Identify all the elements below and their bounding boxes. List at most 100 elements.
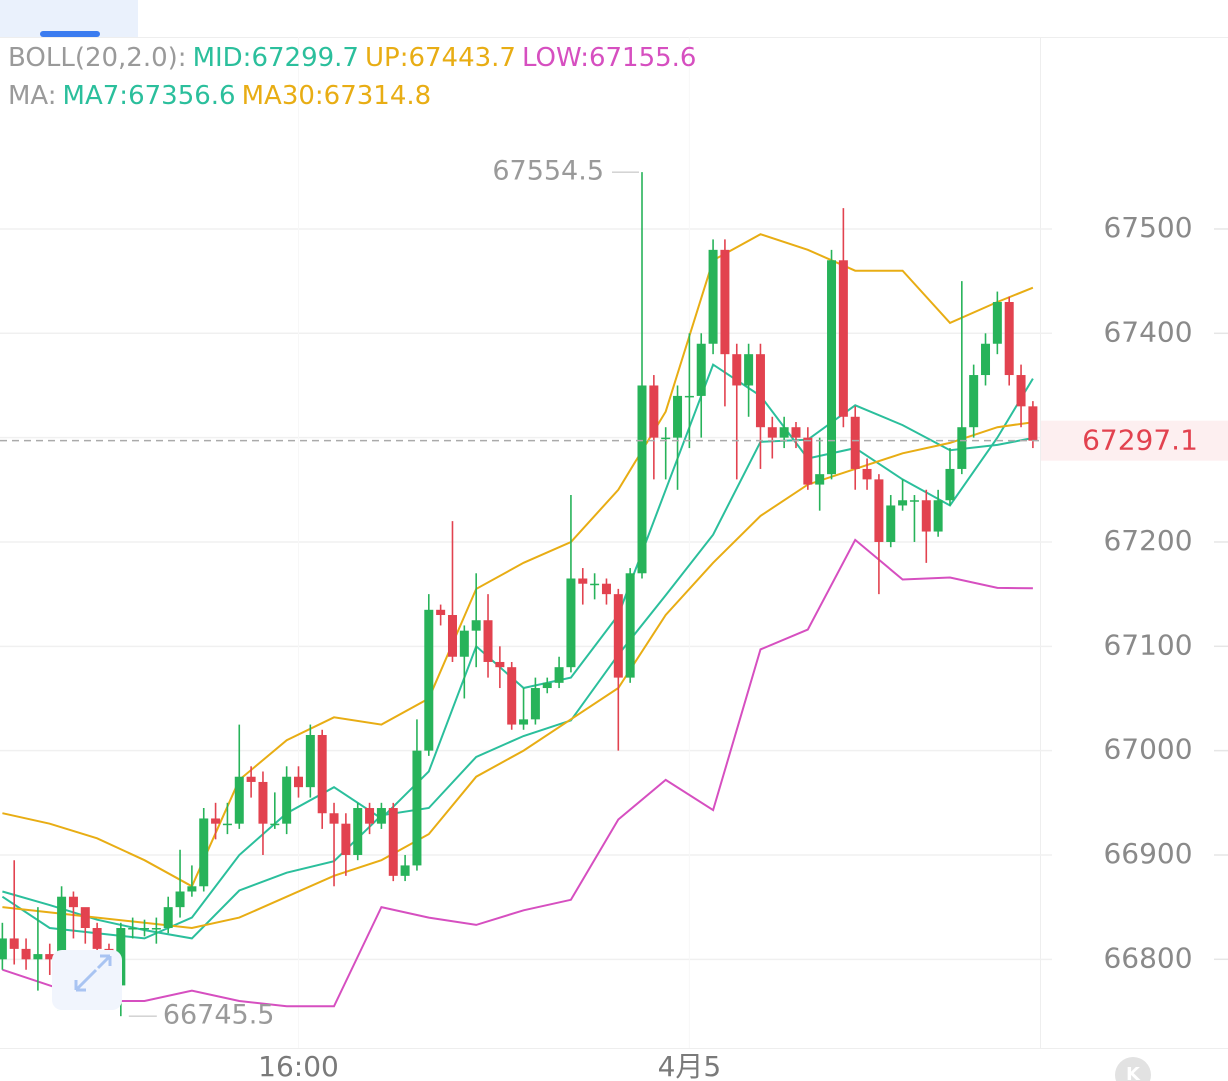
candle-body: [175, 891, 185, 908]
max-label: 67554.5: [492, 156, 604, 187]
candle-body: [791, 427, 801, 438]
candle-body: [578, 578, 588, 584]
candle-body: [708, 249, 718, 344]
candle-body: [412, 750, 422, 866]
candle-body: [530, 688, 540, 720]
min-label: 66745.5: [163, 1000, 275, 1031]
candle-body: [33, 954, 43, 960]
candle-body: [376, 808, 386, 824]
overlay-line: [1, 363, 1034, 940]
candle-body: [554, 667, 564, 683]
candle-body: [21, 948, 31, 960]
tab-area[interactable]: [0, 0, 138, 37]
candle-body: [542, 682, 552, 689]
candle-body: [755, 354, 765, 428]
candle-body: [566, 578, 576, 668]
candle-body: [128, 928, 138, 930]
candle-body: [661, 437, 671, 440]
y-tick-label: 67200: [1103, 524, 1192, 557]
candle-body: [270, 823, 280, 826]
candle-body: [199, 818, 209, 887]
legend-name: MA30:: [242, 81, 324, 111]
candle-body: [862, 468, 872, 480]
tab-indicator: [40, 31, 100, 37]
last-price-tag: [1041, 420, 1228, 461]
candle-body: [459, 630, 469, 657]
candle-body: [909, 500, 919, 502]
x-tick-label: 4月5: [658, 1050, 722, 1081]
candle-body: [234, 776, 244, 824]
candle-body: [649, 385, 659, 438]
y-tick-label: 67000: [1103, 733, 1192, 766]
candle-body: [222, 823, 232, 826]
last-price-label: 67297.1: [1082, 424, 1198, 457]
candle-body: [696, 343, 706, 396]
candle-body: [246, 776, 256, 782]
legend-value: 67155.6: [589, 43, 697, 73]
candle-body: [779, 427, 789, 438]
candle-body: [601, 583, 611, 595]
y-tick-label: 67500: [1103, 211, 1192, 244]
legend-value: 67314.8: [324, 81, 432, 111]
candle-body: [945, 468, 955, 501]
candle-body: [282, 776, 292, 824]
candle-body: [874, 479, 884, 542]
overlays: [1, 233, 1034, 1008]
candle-body: [1028, 406, 1038, 441]
candle-body: [353, 808, 363, 855]
candle-body: [519, 719, 529, 725]
candle-body: [365, 808, 375, 824]
candle-body: [9, 938, 19, 949]
candle-body: [400, 865, 410, 876]
candle-body: [187, 886, 197, 892]
legend-value: 67356.6: [128, 81, 236, 111]
candle-body: [850, 416, 860, 469]
y-tick-label: 67100: [1103, 628, 1192, 661]
candle-body: [57, 896, 67, 960]
candle-body: [68, 896, 78, 908]
candle-body: [684, 395, 694, 398]
expand-icon[interactable]: [52, 950, 122, 1010]
legend-value: 67443.7: [408, 43, 516, 73]
candle-body: [45, 954, 55, 960]
candle-body: [921, 500, 931, 532]
overlay-line: [2, 233, 1034, 888]
candle-body: [744, 354, 754, 386]
candle-body: [613, 594, 623, 678]
candle-body: [1016, 375, 1026, 407]
candle-body: [424, 609, 434, 751]
candle-body: [258, 781, 268, 824]
header-group-label: MA:: [8, 81, 57, 111]
y-tick-label: 66900: [1103, 837, 1192, 870]
overlay-line: [2, 421, 1034, 930]
candle-body: [720, 249, 730, 355]
candle-body: [495, 661, 505, 668]
candle-body: [140, 928, 150, 930]
overlay-line: [2, 404, 1034, 940]
ma-header: MA: MA7:67356.6 MA30:67314.8: [8, 81, 431, 111]
candle-body: [625, 573, 635, 678]
candle-body: [898, 500, 908, 506]
candle-body: [317, 734, 327, 814]
candle-body: [992, 302, 1002, 344]
legend-name: MID:: [193, 43, 252, 73]
candle-body: [293, 776, 303, 788]
k-button-label[interactable]: K: [1126, 1064, 1141, 1081]
x-tick-label: 16:00: [258, 1050, 339, 1081]
candle-body: [886, 505, 896, 542]
legend-name: UP:: [365, 43, 408, 73]
candle-body: [1004, 302, 1014, 376]
k-button[interactable]: [1115, 1057, 1151, 1081]
y-tick-label: 66800: [1103, 941, 1192, 974]
candle-body: [637, 385, 647, 574]
legend-value: 67299.7: [251, 43, 359, 73]
candle-body: [471, 620, 481, 631]
candle-body: [92, 928, 102, 949]
candle-body: [447, 615, 457, 657]
candle-body: [815, 474, 825, 485]
candle-body: [803, 437, 813, 485]
candle-body: [163, 907, 173, 929]
candle-body: [507, 667, 517, 725]
candles: [0, 172, 1038, 1017]
